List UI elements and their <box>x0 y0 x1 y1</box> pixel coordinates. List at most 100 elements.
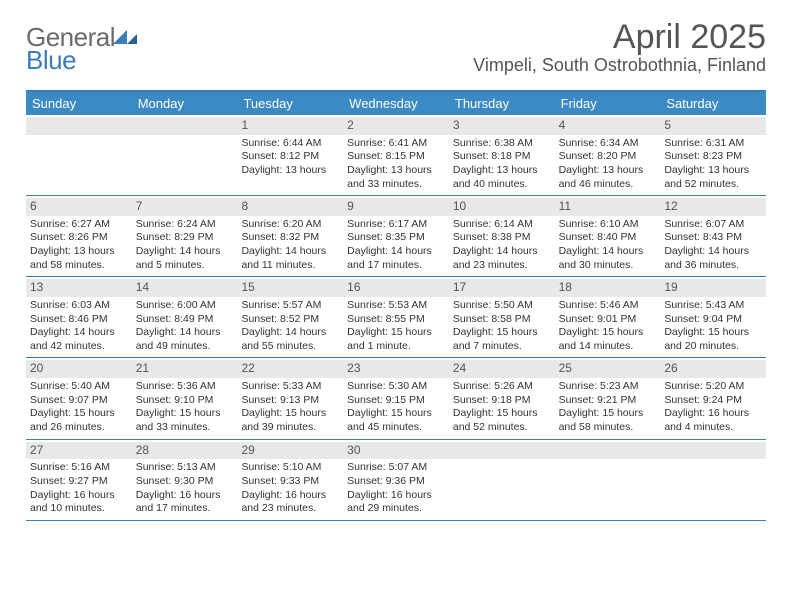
daylight-line: Daylight: 15 hours and 58 minutes. <box>559 407 657 434</box>
calendar-cell: 21Sunrise: 5:36 AMSunset: 9:10 PMDayligh… <box>132 358 238 438</box>
sunset-line: Sunset: 8:12 PM <box>241 150 339 164</box>
day-number: 18 <box>555 279 661 297</box>
sunrise-line: Sunrise: 5:57 AM <box>241 299 339 313</box>
sunrise-line: Sunrise: 6:20 AM <box>241 218 339 232</box>
daylight-line: Daylight: 14 hours and 49 minutes. <box>136 326 234 353</box>
sunset-line: Sunset: 8:49 PM <box>136 313 234 327</box>
day-number: 6 <box>26 198 132 216</box>
calendar-cell: 9Sunrise: 6:17 AMSunset: 8:35 PMDaylight… <box>343 196 449 276</box>
day-number: 20 <box>26 360 132 378</box>
sunrise-line: Sunrise: 6:31 AM <box>664 137 762 151</box>
calendar-cell: 1 Sunrise: 6:44 AMSunset: 8:12 PMDaylight… <box>237 115 343 195</box>
day-number: 13 <box>26 279 132 297</box>
day-header: Tuesday <box>237 92 343 115</box>
calendar-cell: 28Sunrise: 5:13 AMSunset: 9:30 PMDayligh… <box>132 440 238 520</box>
sunset-line: Sunset: 9:36 PM <box>347 475 445 489</box>
daylight-line: Daylight: 14 hours and 55 minutes. <box>241 326 339 353</box>
calendar-cell: 26Sunrise: 5:20 AMSunset: 9:24 PMDayligh… <box>660 358 766 438</box>
sunset-line: Sunset: 9:21 PM <box>559 394 657 408</box>
calendar-cell: 18Sunrise: 5:46 AMSunset: 9:01 PMDayligh… <box>555 277 661 357</box>
calendar-cell: 20Sunrise: 5:40 AMSunset: 9:07 PMDayligh… <box>26 358 132 438</box>
day-number: 8 <box>237 198 343 216</box>
day-number: 27 <box>26 442 132 460</box>
day-number: 14 <box>132 279 238 297</box>
daylight-line: Daylight: 15 hours and 7 minutes. <box>453 326 551 353</box>
day-number: 25 <box>555 360 661 378</box>
week-row: 20Sunrise: 5:40 AMSunset: 9:07 PMDayligh… <box>26 358 766 439</box>
calendar-cell: 6 Sunrise: 6:27 AMSunset: 8:26 PMDaylight… <box>26 196 132 276</box>
calendar-cell: 8Sunrise: 6:20 AMSunset: 8:32 PMDaylight… <box>237 196 343 276</box>
daylight-line: Daylight: 15 hours and 39 minutes. <box>241 407 339 434</box>
day-number: 24 <box>449 360 555 378</box>
daylight-line: Daylight: 15 hours and 33 minutes. <box>136 407 234 434</box>
daylight-line: Daylight: 14 hours and 5 minutes. <box>136 245 234 272</box>
daylight-line: Daylight: 14 hours and 30 minutes. <box>559 245 657 272</box>
sunset-line: Sunset: 8:26 PM <box>30 231 128 245</box>
month-title: April 2025 <box>473 18 766 57</box>
daylight-line: Daylight: 16 hours and 4 minutes. <box>664 407 762 434</box>
day-number: 28 <box>132 442 238 460</box>
sunset-line: Sunset: 9:18 PM <box>453 394 551 408</box>
calendar: SundayMondayTuesdayWednesdayThursdayFrid… <box>26 90 766 521</box>
sunset-line: Sunset: 8:43 PM <box>664 231 762 245</box>
day-number: 2 <box>343 117 449 135</box>
calendar-cell: 15Sunrise: 5:57 AMSunset: 8:52 PMDayligh… <box>237 277 343 357</box>
sunset-line: Sunset: 9:33 PM <box>241 475 339 489</box>
day-number: 3 <box>449 117 555 135</box>
sunset-line: Sunset: 8:55 PM <box>347 313 445 327</box>
calendar-cell: 10Sunrise: 6:14 AMSunset: 8:38 PMDayligh… <box>449 196 555 276</box>
sunset-line: Sunset: 9:10 PM <box>136 394 234 408</box>
daylight-line: Daylight: 15 hours and 26 minutes. <box>30 407 128 434</box>
sunrise-line: Sunrise: 5:46 AM <box>559 299 657 313</box>
week-row: 27Sunrise: 5:16 AMSunset: 9:27 PMDayligh… <box>26 440 766 521</box>
daylight-line: Daylight: 14 hours and 36 minutes. <box>664 245 762 272</box>
day-header: Saturday <box>660 92 766 115</box>
daylight-line: Daylight: 13 hours and 52 minutes. <box>664 164 762 191</box>
week-row: 13Sunrise: 6:03 AMSunset: 8:46 PMDayligh… <box>26 277 766 358</box>
day-number: 1 <box>237 117 343 135</box>
sunrise-line: Sunrise: 6:41 AM <box>347 137 445 151</box>
calendar-cell: 29Sunrise: 5:10 AMSunset: 9:33 PMDayligh… <box>237 440 343 520</box>
daylight-line: Daylight: 15 hours and 52 minutes. <box>453 407 551 434</box>
daylight-line: Daylight: 13 hours and 58 minutes. <box>30 245 128 272</box>
sunset-line: Sunset: 9:24 PM <box>664 394 762 408</box>
daylight-line: Daylight: 13 hours and 40 minutes. <box>453 164 551 191</box>
calendar-cell: 7Sunrise: 6:24 AMSunset: 8:29 PMDaylight… <box>132 196 238 276</box>
logo-mark-icon <box>113 26 141 46</box>
sunrise-line: Sunrise: 5:13 AM <box>136 461 234 475</box>
day-number: 12 <box>660 198 766 216</box>
day-number <box>132 117 238 135</box>
week-row: 1Sunrise: 6:44 AMSunset: 8:12 PMDaylight… <box>26 115 766 196</box>
sunset-line: Sunset: 8:23 PM <box>664 150 762 164</box>
sunrise-line: Sunrise: 5:43 AM <box>664 299 762 313</box>
calendar-cell: 2Sunrise: 6:41 AMSunset: 8:15 PMDaylight… <box>343 115 449 195</box>
day-number: 11 <box>555 198 661 216</box>
sunrise-line: Sunrise: 6:44 AM <box>241 137 339 151</box>
day-number: 21 <box>132 360 238 378</box>
day-header: Wednesday <box>343 92 449 115</box>
sunset-line: Sunset: 9:13 PM <box>241 394 339 408</box>
sunrise-line: Sunrise: 6:17 AM <box>347 218 445 232</box>
sunset-line: Sunset: 8:29 PM <box>136 231 234 245</box>
calendar-cell: 24Sunrise: 5:26 AMSunset: 9:18 PMDayligh… <box>449 358 555 438</box>
calendar-cell: 23Sunrise: 5:30 AMSunset: 9:15 PMDayligh… <box>343 358 449 438</box>
sunset-line: Sunset: 9:30 PM <box>136 475 234 489</box>
calendar-cell <box>449 440 555 520</box>
daylight-line: Daylight: 13 hours <box>241 164 339 178</box>
day-number: 26 <box>660 360 766 378</box>
calendar-cell: 12Sunrise: 6:07 AMSunset: 8:43 PMDayligh… <box>660 196 766 276</box>
calendar-cell <box>555 440 661 520</box>
daylight-line: Daylight: 15 hours and 14 minutes. <box>559 326 657 353</box>
sunset-line: Sunset: 8:58 PM <box>453 313 551 327</box>
sunrise-line: Sunrise: 6:14 AM <box>453 218 551 232</box>
sunrise-line: Sunrise: 5:23 AM <box>559 380 657 394</box>
day-number <box>555 442 661 460</box>
sunrise-line: Sunrise: 6:27 AM <box>30 218 128 232</box>
header: General Blue April 2025 Vimpeli, South O… <box>26 18 766 84</box>
weeks-container: 1Sunrise: 6:44 AMSunset: 8:12 PMDaylight… <box>26 115 766 521</box>
daylight-line: Daylight: 16 hours and 23 minutes. <box>241 489 339 516</box>
day-number: 15 <box>237 279 343 297</box>
daylight-line: Daylight: 13 hours and 46 minutes. <box>559 164 657 191</box>
location: Vimpeli, South Ostrobothnia, Finland <box>473 55 766 76</box>
daylight-line: Daylight: 15 hours and 20 minutes. <box>664 326 762 353</box>
